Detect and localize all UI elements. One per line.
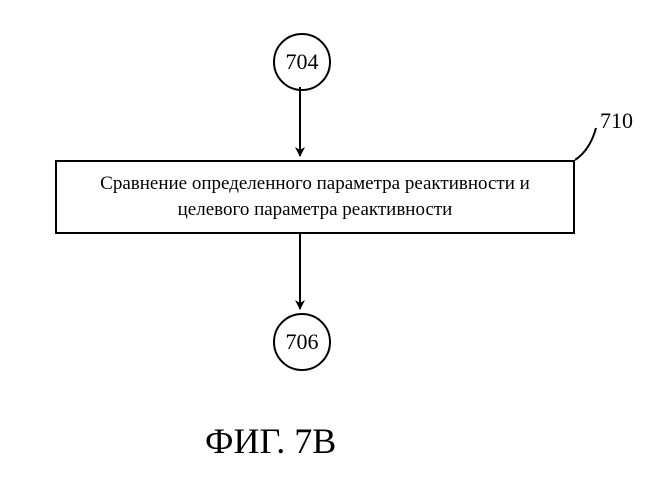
connector-706-label: 706 [286, 329, 319, 355]
reference-label-710: 710 [600, 108, 633, 134]
connector-node-706: 706 [273, 313, 331, 371]
process-box-710: Сравнение определенного параметра реакти… [55, 160, 575, 234]
connector-704-label: 704 [286, 49, 319, 75]
reference-label-710-text: 710 [600, 108, 633, 133]
connector-node-704: 704 [273, 33, 331, 91]
figure-caption: ФИГ. 7B [205, 420, 336, 462]
figure-canvas: 704 Сравнение определенного параметра ре… [0, 0, 657, 500]
figure-caption-text: ФИГ. 7B [205, 421, 336, 461]
reference-leader-710 [575, 128, 596, 160]
process-710-text: Сравнение определенного параметра реакти… [65, 171, 565, 222]
